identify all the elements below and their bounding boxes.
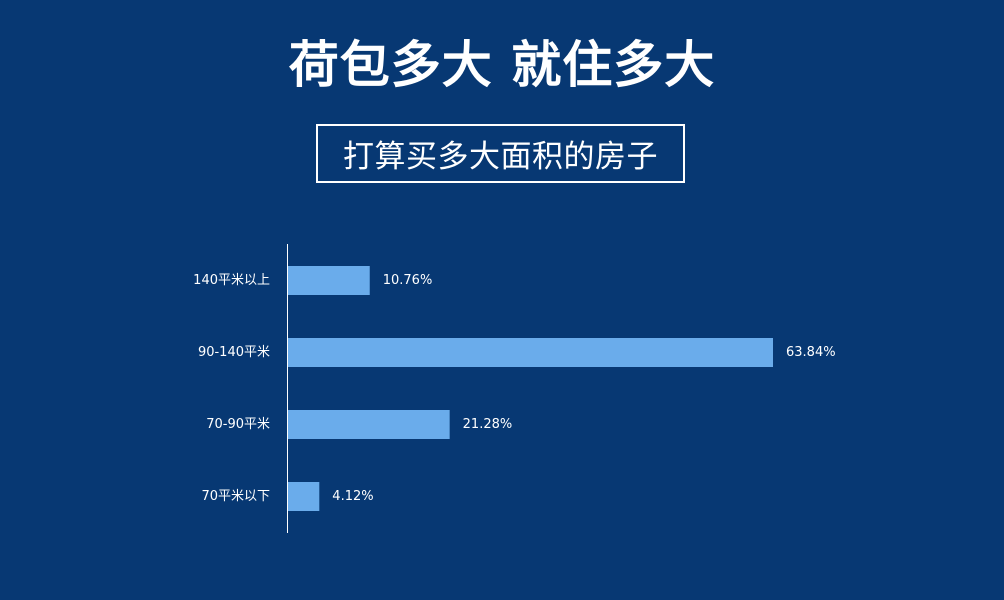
bar: [288, 410, 450, 439]
subtitle-box: 打算买多大面积的房子: [316, 124, 685, 183]
bar: [288, 482, 320, 511]
bar: [288, 266, 370, 295]
value-label: 21.28%: [463, 417, 513, 432]
subtitle-text: 打算买多大面积的房子: [343, 139, 658, 175]
category-label: 140平米以上: [193, 273, 270, 288]
value-label: 4.12%: [332, 489, 373, 504]
category-label: 70平米以下: [201, 489, 270, 504]
category-label: 90-140平米: [198, 345, 270, 360]
bar: [288, 338, 773, 367]
category-label: 70-90平米: [206, 417, 270, 432]
value-label: 10.76%: [383, 273, 433, 288]
page-headline: 荷包多大 就住多大: [288, 36, 716, 94]
value-label: 63.84%: [786, 345, 836, 360]
